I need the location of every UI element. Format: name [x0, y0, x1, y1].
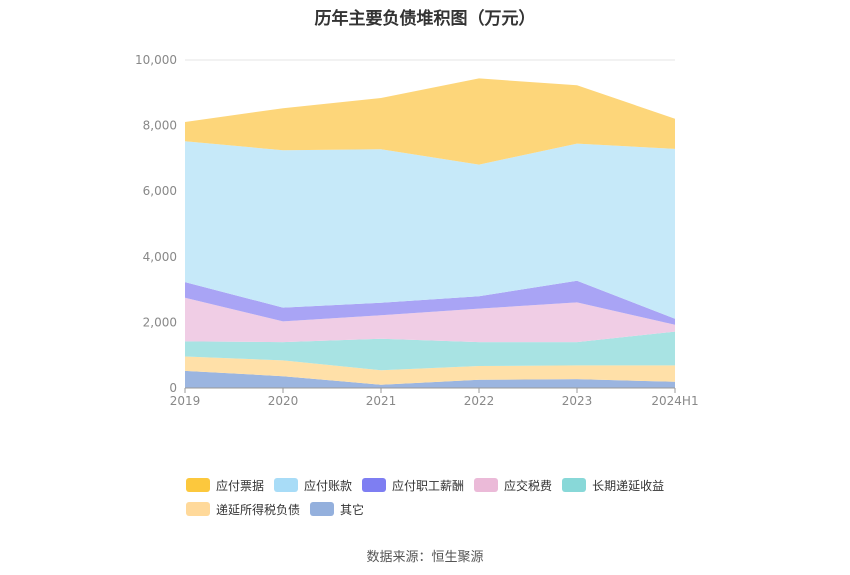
stacked-area-chart: 0 2,000 4,000 6,000 8,000 10,000 2019 2020 2021 2…: [135, 53, 699, 408]
area-series-应付职工薪酬[interactable]: [185, 280, 675, 325]
x-tick-label: 2020: [268, 394, 299, 408]
legend-swatch: [310, 502, 335, 516]
area-series-其它[interactable]: [185, 370, 675, 388]
legend-item-deferred-income[interactable]: 长期递延收益: [562, 477, 664, 494]
area-series-应付票据[interactable]: [185, 78, 675, 165]
area-series: [185, 78, 675, 388]
legend-swatch: [474, 478, 499, 492]
legend-label: 长期递延收益: [592, 478, 665, 493]
axes: 0 2,000 4,000 6,000 8,000 10,000 2019 2020 2021 2…: [135, 53, 699, 408]
x-tick-label: 2021: [366, 394, 397, 408]
y-tick-label: 10,000: [135, 53, 177, 67]
legend-item-notes-payable[interactable]: 应付票据: [186, 477, 264, 494]
area-series-应付账款[interactable]: [185, 141, 675, 319]
legend-swatch: [274, 478, 299, 492]
legend-label: 应付职工薪酬: [392, 478, 465, 493]
x-tick-label: 2022: [464, 394, 495, 408]
area-series-应交税费[interactable]: [185, 297, 675, 343]
legend-swatch: [186, 502, 210, 516]
chart-title: 历年主要负债堆积图（万元）: [314, 9, 536, 29]
legend-label: 应交税费: [504, 478, 553, 493]
legend-row-2: 递延所得税负债 其它: [186, 497, 706, 521]
y-tick-label: 8,000: [143, 119, 177, 133]
legend-label: 其它: [340, 502, 365, 517]
legend-label: 应付账款: [304, 478, 353, 493]
chart-legend: 应付票据 应付账款 应付职工薪酬 应交税费 长期递延收益 递延所得税负债 其它: [186, 473, 706, 521]
legend-label: 递延所得税负债: [216, 502, 301, 517]
legend-item-taxes-payable[interactable]: 应交税费: [474, 477, 552, 494]
y-tick-label: 6,000: [143, 184, 177, 198]
legend-swatch: [362, 478, 387, 492]
legend-label: 应付票据: [216, 478, 265, 493]
area-series-递延所得税负债[interactable]: [185, 356, 675, 385]
y-tick-label: 0: [169, 381, 177, 395]
x-tick-label: 2019: [170, 394, 201, 408]
legend-item-payroll-payable[interactable]: 应付职工薪酬: [362, 477, 464, 494]
data-source: 数据来源：恒生聚源: [366, 550, 484, 565]
legend-item-accounts-payable[interactable]: 应付账款: [274, 477, 352, 494]
legend-row-1: 应付票据 应付账款 应付职工薪酬 应交税费 长期递延收益: [186, 473, 706, 497]
area-series-长期递延收益[interactable]: [185, 331, 675, 371]
y-tick-label: 4,000: [143, 250, 177, 264]
y-tick-label: 2,000: [143, 315, 177, 329]
legend-swatch: [562, 478, 587, 492]
x-tick-label: 2023: [562, 394, 593, 408]
legend-item-other[interactable]: 其它: [310, 501, 364, 518]
x-tick-label: 2024H1: [651, 394, 698, 408]
legend-swatch: [186, 478, 210, 492]
legend-item-deferred-tax[interactable]: 递延所得税负债: [186, 501, 300, 518]
